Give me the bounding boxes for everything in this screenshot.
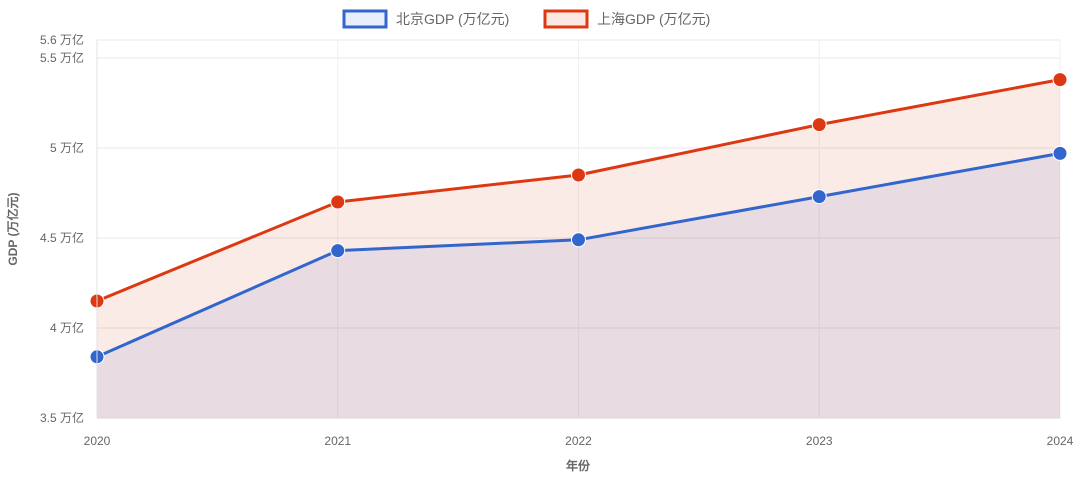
data-point[interactable]	[571, 232, 586, 248]
data-point[interactable]	[330, 243, 346, 259]
series-points	[89, 72, 1068, 365]
series-area-0	[97, 153, 1060, 418]
legend-swatch	[543, 9, 589, 29]
data-point[interactable]	[571, 167, 586, 183]
x-tick-label: 2024	[1047, 434, 1074, 448]
series-area-1	[97, 79, 1060, 418]
data-point[interactable]	[1052, 145, 1068, 161]
legend-item-0[interactable]: 北京GDP (万亿元)	[342, 9, 509, 29]
y-tick-label: 5.5 万亿	[40, 50, 84, 65]
legend: 北京GDP (万亿元) 上海GDP (万亿元)	[342, 9, 710, 29]
y-axis: 3.5 万亿 4 万亿 4.5 万亿 5 万亿 5.5 万亿 5.6 万亿	[40, 32, 98, 425]
y-tick-label: 4.5 万亿	[40, 230, 84, 245]
x-tick-label: 2023	[806, 434, 833, 448]
data-point[interactable]	[811, 117, 827, 133]
data-point[interactable]	[1052, 72, 1068, 88]
series-areas	[97, 79, 1060, 418]
y-tick-label: 4 万亿	[50, 320, 84, 335]
legend-item-1[interactable]: 上海GDP (万亿元)	[543, 9, 710, 29]
y-tick-label: 3.5 万亿	[40, 410, 84, 425]
legend-label: 北京GDP (万亿元)	[396, 11, 509, 27]
x-tick-label: 2022	[565, 434, 592, 448]
x-tick-label: 2021	[324, 434, 351, 448]
data-point[interactable]	[811, 189, 827, 205]
y-tick-label: 5 万亿	[50, 140, 84, 155]
legend-swatch	[342, 9, 388, 29]
x-axis-title: 年份	[566, 458, 591, 473]
x-tick-label: 2020	[84, 434, 111, 448]
legend-label: 上海GDP (万亿元)	[597, 11, 710, 27]
data-point[interactable]	[330, 194, 346, 210]
y-tick-label: 5.6 万亿	[40, 32, 84, 47]
y-axis-title: GDP (万亿元)	[5, 192, 20, 265]
x-axis: 2020 2021 2022 2023 2024	[84, 417, 1074, 448]
